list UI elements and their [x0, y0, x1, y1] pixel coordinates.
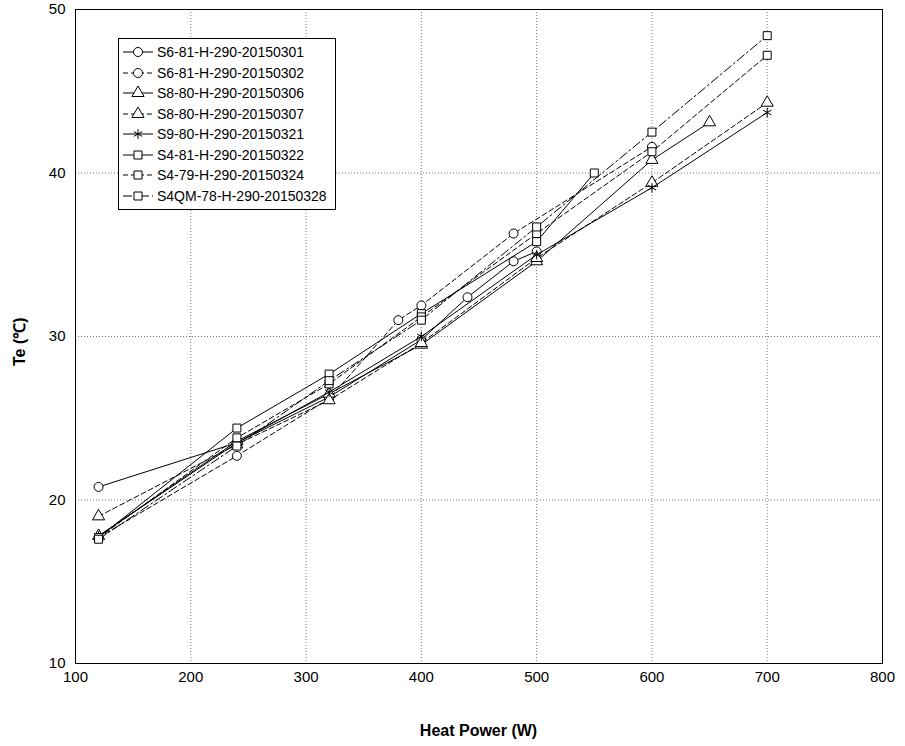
svg-text:500: 500 — [524, 668, 549, 685]
html-text:S8-80-H-290-20150306: S8-80-H-290-20150306 — [157, 85, 305, 102]
svg-text:600: 600 — [639, 668, 664, 685]
svg-text:400: 400 — [409, 668, 434, 685]
html-text:S9-80-H-290-20150321: S9-80-H-290-20150321 — [157, 126, 305, 143]
svg-text:10: 10 — [49, 654, 66, 671]
svg-text:40: 40 — [49, 164, 66, 181]
html-text:S6-81-H-290-20150301: S6-81-H-290-20150301 — [157, 44, 305, 61]
svg-text:800: 800 — [870, 668, 895, 685]
svg-text:700: 700 — [755, 668, 780, 685]
svg-text:100: 100 — [63, 668, 88, 685]
svg-text:30: 30 — [49, 327, 66, 344]
svg-text:50: 50 — [49, 0, 66, 17]
html-text:S4QM-78-H-290-20150328: S4QM-78-H-290-20150328 — [157, 187, 327, 204]
html-text:S4-81-H-290-20150322: S4-81-H-290-20150322 — [157, 146, 305, 163]
html-text:S8-80-H-290-20150307: S8-80-H-290-20150307 — [157, 105, 305, 122]
html-text:S4-79-H-290-20150324: S4-79-H-290-20150324 — [157, 167, 305, 184]
html-text:Te (℃): Te (℃) — [11, 317, 28, 366]
svg-text:300: 300 — [294, 668, 319, 685]
html-text:S6-81-H-290-20150302: S6-81-H-290-20150302 — [157, 64, 305, 81]
svg-text:200: 200 — [178, 668, 203, 685]
svg-text:20: 20 — [49, 491, 66, 508]
html-text:Heat Power (W): Heat Power (W) — [419, 722, 538, 739]
